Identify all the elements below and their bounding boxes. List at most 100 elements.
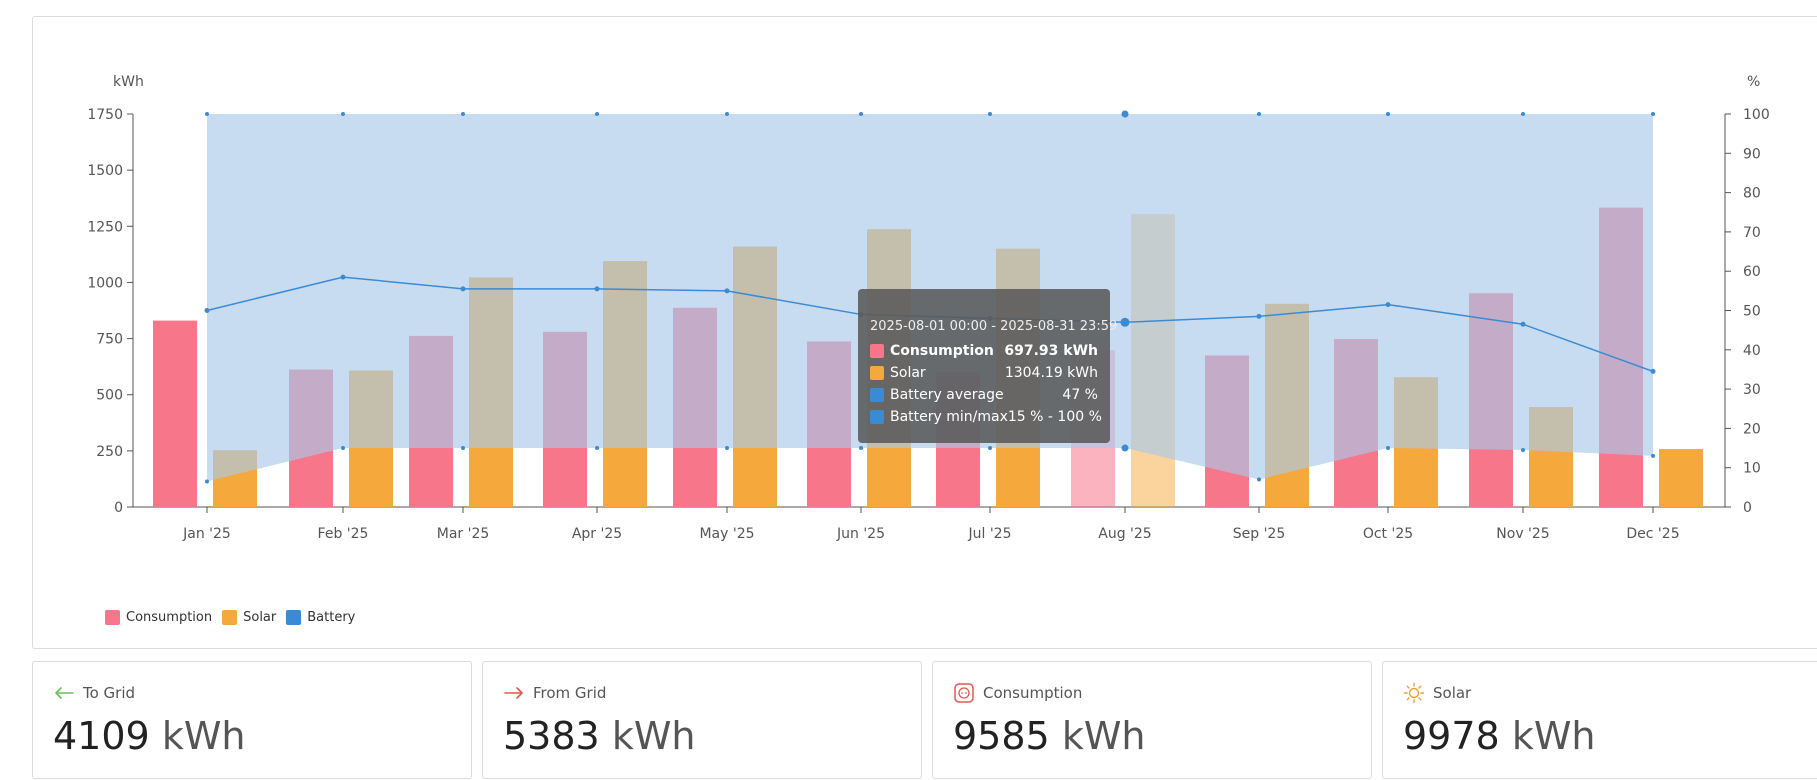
tooltip-value: 697.93 kWh: [1004, 343, 1098, 359]
bar-solar: [1659, 449, 1703, 507]
battery-average-point: [724, 288, 730, 294]
y-tick-label-left: 1000: [87, 275, 123, 291]
x-tick-label: Nov '25: [1496, 526, 1549, 542]
battery-min-point: [1257, 477, 1261, 482]
stat-number: 5383: [503, 714, 600, 758]
plug-icon: [954, 683, 974, 703]
tooltip-title: 2025-08-01 00:00 - 2025-08-31 23:59: [870, 319, 1118, 334]
x-tick-label: Mar '25: [437, 526, 490, 542]
tooltip-row-battery-average: Battery average 47 %: [870, 384, 1098, 406]
stat-label: Solar: [1433, 684, 1472, 702]
tooltip-row-consumption: Consumption 697.93 kWh: [870, 340, 1098, 362]
x-tick-label: Oct '25: [1363, 526, 1413, 542]
tooltip-label: Consumption: [890, 343, 994, 359]
y-tick-label-right: 10: [1743, 461, 1761, 477]
battery-average-point: [204, 308, 210, 313]
battery-min-point: [595, 446, 599, 451]
battery-max-point: [1521, 112, 1525, 116]
battery-average-point: [594, 286, 600, 292]
x-tick-label: Apr '25: [572, 526, 622, 542]
battery-min-point: [725, 446, 729, 451]
y-tick-label-right: 40: [1743, 343, 1761, 359]
y-tick-label-right: 20: [1743, 421, 1761, 437]
legend-swatch: [286, 610, 302, 625]
battery-average-point: [1120, 317, 1130, 327]
sun-icon: [1403, 682, 1425, 704]
y-tick-label-right: 60: [1743, 264, 1761, 280]
legend-item-battery[interactable]: Battery: [286, 610, 355, 625]
x-tick-label: Jun '25: [836, 526, 885, 542]
stat-unit: kWh: [1061, 714, 1146, 758]
battery-min-point: [1121, 444, 1129, 452]
battery-min-point: [341, 446, 345, 451]
y-tick-label-right: 80: [1743, 186, 1761, 202]
y-tick-label-right: 70: [1743, 225, 1761, 241]
stat-unit: kWh: [1511, 714, 1596, 758]
x-tick-label: May '25: [699, 526, 754, 542]
battery-min-point: [1651, 453, 1655, 458]
y-tick-label-right: 30: [1743, 382, 1761, 398]
tooltip-row-battery-minmax: Battery min/max 15 % - 100 %: [870, 406, 1102, 428]
legend-label: Consumption: [126, 610, 213, 625]
stat-unit: kWh: [161, 714, 246, 758]
battery-max-point: [461, 112, 465, 116]
stat-card-consumption: Consumption 9585 kWh: [932, 661, 1372, 779]
battery-max-point: [1651, 112, 1655, 116]
legend-swatch: [222, 610, 238, 625]
y-tick-label-left: 1500: [87, 163, 123, 179]
chart-tooltip: 2025-08-01 00:00 - 2025-08-31 23:59 Cons…: [858, 289, 1118, 443]
battery-average-point: [1256, 313, 1262, 319]
x-tick-label: Feb '25: [318, 526, 369, 542]
stat-card-to-grid: To Grid 4109 kWh: [32, 661, 472, 779]
y-tick-label-right: 100: [1743, 107, 1770, 123]
x-tick-label: Aug '25: [1098, 526, 1151, 542]
legend-label: Battery: [307, 610, 356, 625]
stat-card-from-grid: From Grid 5383 kWh: [482, 661, 922, 779]
battery-min-point: [988, 446, 992, 451]
bar-consumption: [153, 320, 197, 507]
battery-max-point: [725, 112, 729, 116]
battery-min-point: [461, 446, 465, 451]
battery-max-point: [1386, 112, 1390, 116]
stat-number: 4109: [53, 714, 150, 758]
stat-value: 9585 kWh: [953, 714, 1145, 758]
battery-min-point: [205, 479, 209, 484]
tooltip-label: Battery average: [890, 387, 1004, 403]
tooltip-value: 1304.19 kWh: [1004, 365, 1098, 381]
y-tick-label-right: 50: [1743, 304, 1761, 320]
battery-max-point: [1121, 110, 1129, 118]
legend-item-solar[interactable]: Solar: [222, 610, 276, 625]
chart-card: 0 250 500 750 1000 1250 1500 1750 0 10 20 30 40 50 60 7…: [32, 16, 1817, 649]
battery-max-point: [1257, 112, 1261, 116]
legend-item-consumption[interactable]: Consumption: [105, 610, 212, 625]
stat-card-solar: Solar 9978 kWh: [1382, 661, 1817, 779]
arrow-left-icon: [55, 687, 74, 699]
tooltip-value: 47 %: [1062, 387, 1098, 403]
battery-min-point: [859, 446, 863, 451]
stat-number: 9978: [1403, 714, 1500, 758]
stat-value: 4109 kWh: [53, 714, 245, 758]
y-tick-label-left: 250: [96, 444, 123, 460]
stat-header: Solar: [1403, 682, 1471, 704]
legend-label: Solar: [243, 610, 277, 625]
battery-swatch: [870, 388, 884, 402]
battery-average-point: [1385, 302, 1391, 308]
battery-average-point: [460, 286, 466, 292]
battery-min-point: [1521, 448, 1525, 453]
tooltip-label: Battery min/max: [890, 409, 1008, 425]
battery-max-point: [988, 112, 992, 116]
battery-swatch: [870, 410, 884, 424]
tooltip-row-solar: Solar 1304.19 kWh: [870, 362, 1098, 384]
y-tick-label-left: 0: [114, 500, 123, 516]
y-tick-label-left: 750: [96, 332, 123, 348]
x-tick-label: Jan '25: [182, 526, 231, 542]
battery-max-point: [205, 112, 209, 116]
stat-header: Consumption: [953, 682, 1082, 704]
stat-value: 5383 kWh: [503, 714, 695, 758]
x-tick-label: Jul '25: [967, 526, 1011, 542]
stat-header: From Grid: [503, 682, 606, 704]
stat-label: To Grid: [83, 684, 136, 702]
stat-label: Consumption: [983, 684, 1083, 702]
battery-max-point: [859, 112, 863, 116]
stat-value: 9978 kWh: [1403, 714, 1595, 758]
